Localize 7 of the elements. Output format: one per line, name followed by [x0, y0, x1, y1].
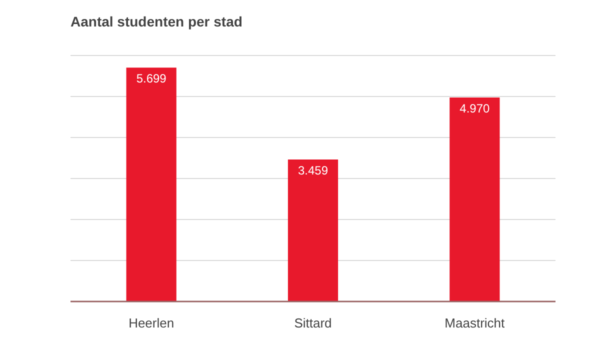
x-tick-label: Sittard [294, 316, 332, 330]
data-label: 3.459 [298, 164, 328, 178]
x-tick-label: Heerlen [128, 316, 174, 330]
data-label: 5.699 [136, 72, 167, 86]
data-label: 4.970 [460, 102, 490, 116]
chart-title: Aantal studenten per stad [70, 14, 242, 30]
x-tick-label: Maastricht [444, 316, 506, 330]
